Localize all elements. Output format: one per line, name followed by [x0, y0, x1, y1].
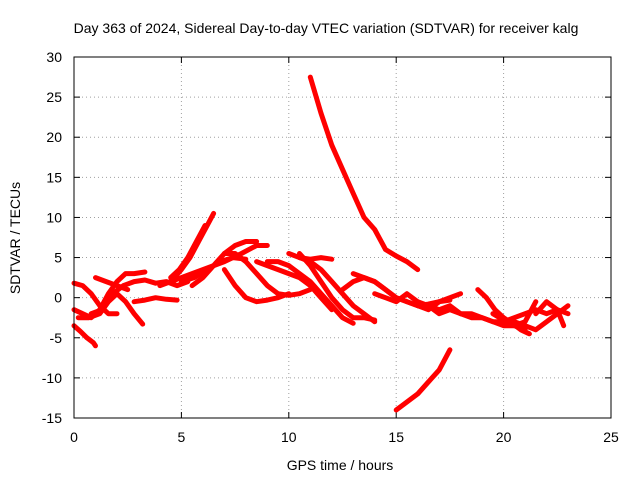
series-line-arc-16 [264, 259, 356, 326]
y-tick-label: -15 [42, 410, 62, 426]
series-line-arc-20 [307, 74, 421, 273]
series-line-arc-18 [297, 251, 378, 323]
x-tick-label: 10 [281, 429, 297, 445]
series-line-arc-14 [221, 267, 292, 305]
x-tick-label: 0 [70, 429, 78, 445]
series-line-arc-29 [533, 299, 567, 329]
series-line-arc-1 [71, 269, 148, 321]
series-line-arc-13 [221, 251, 313, 298]
y-tick-label: -5 [50, 330, 63, 346]
series-line-arc-19 [297, 255, 335, 262]
series-line-arc-3 [71, 280, 120, 317]
plot-frame [73, 56, 612, 419]
series-line-arc-9 [168, 223, 208, 281]
grid-lines [74, 57, 611, 418]
x-tick-label: 15 [388, 429, 404, 445]
y-tick-label: 15 [46, 169, 62, 185]
series-line-arc-25 [415, 291, 464, 313]
series-line-arc-23 [372, 291, 528, 333]
y-tick-label: 25 [46, 89, 62, 105]
y-tick-label: 0 [54, 290, 62, 306]
series-line-arc-6 [93, 275, 131, 293]
axis-ticks: 0 5 10 15 20 25 -15 -10 -5 0 5 10 15 20 25 30 [42, 49, 619, 445]
series-line-arc-27 [490, 299, 539, 329]
x-axis-label: GPS time / hours [287, 457, 394, 473]
series-line-arc-2 [71, 323, 98, 349]
y-tick-label: 30 [46, 49, 62, 65]
y-axis-label: SDTVAR / TECUs [7, 182, 23, 294]
y-tick-label: 5 [54, 250, 62, 266]
x-tick-label: 25 [603, 429, 619, 445]
series-line-arc-15 [254, 259, 335, 313]
y-tick-label: 20 [46, 129, 62, 145]
chart-title: Day 363 of 2024, Sidereal Day-to-day VTE… [74, 20, 579, 36]
series-line-arc-24 [393, 347, 453, 413]
series-line-arc-11 [178, 255, 249, 285]
series-line-arc-7 [131, 295, 180, 305]
y-tick-label: 10 [46, 209, 62, 225]
y-tick-label: -10 [42, 370, 62, 386]
x-tick-label: 20 [496, 429, 512, 445]
data-series [71, 74, 571, 413]
x-tick-label: 5 [178, 429, 186, 445]
